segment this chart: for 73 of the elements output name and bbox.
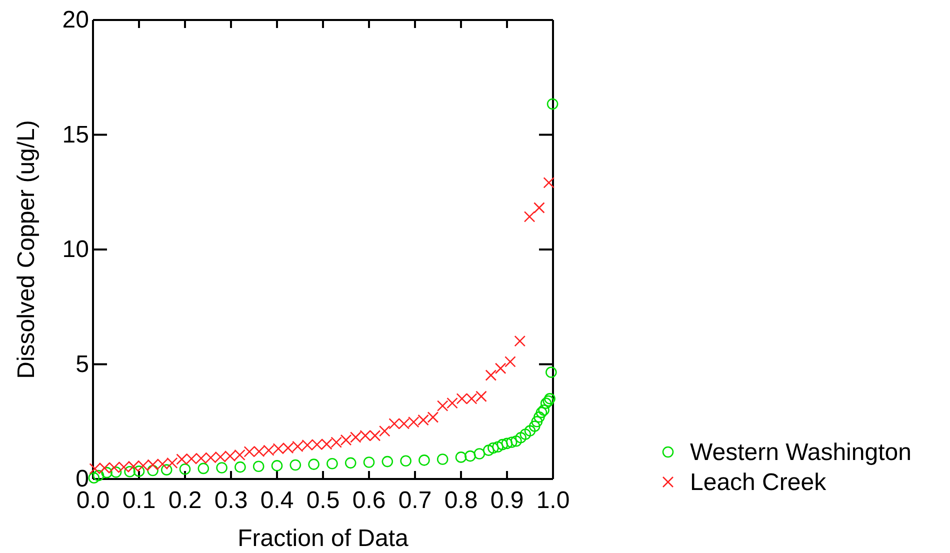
y-tick-label: 5 (76, 350, 89, 378)
point (544, 393, 556, 404)
point (160, 464, 172, 476)
point (546, 366, 557, 378)
point (418, 454, 430, 466)
y-tick-label: 15 (62, 121, 89, 148)
point (546, 98, 558, 110)
point (474, 448, 486, 460)
point (147, 464, 158, 476)
point (326, 458, 338, 470)
point (514, 335, 526, 347)
point (504, 356, 516, 368)
point (216, 462, 228, 474)
point (88, 472, 100, 484)
point (436, 454, 448, 465)
point (464, 450, 476, 462)
x-tick-label: 0.5 (306, 487, 340, 514)
point (378, 425, 390, 437)
point (515, 432, 526, 444)
x-tick-label: 0.3 (214, 487, 248, 514)
point (538, 404, 550, 416)
point (234, 461, 246, 473)
point (524, 211, 536, 222)
point (534, 411, 545, 423)
point (540, 398, 552, 409)
point (494, 362, 506, 374)
point (496, 438, 508, 450)
point (382, 456, 394, 468)
x-tick-label: 0.2 (168, 487, 202, 514)
legend-label: Leach Creek (690, 469, 828, 496)
point (101, 466, 112, 478)
x-tick-label: 0.7 (398, 487, 432, 514)
point (124, 466, 136, 478)
point (400, 455, 412, 467)
legend-label: Western Washington (690, 439, 912, 466)
point (198, 462, 210, 474)
x-tick-label: 0.6 (352, 487, 386, 514)
x-tick-label: 1.0 (536, 487, 570, 514)
point (520, 428, 532, 440)
point (110, 466, 122, 478)
point (501, 438, 513, 450)
point (510, 435, 522, 447)
y-tick-label: 10 (62, 236, 89, 264)
point (252, 460, 264, 472)
x-tick-label: 0.9 (490, 487, 524, 514)
x-axis-title: Fraction of Data (238, 525, 410, 552)
point (488, 442, 499, 454)
point (536, 406, 548, 418)
point (531, 416, 543, 428)
point (133, 466, 145, 477)
y-axis-title: Dissolved Copper (ug/L) (13, 120, 40, 379)
point (482, 444, 494, 456)
point (290, 459, 302, 471)
point (534, 202, 545, 214)
x-tick-label: 0.1 (122, 487, 156, 514)
point (363, 456, 375, 468)
x-tick-label: 0.8 (444, 487, 478, 514)
point (506, 436, 518, 448)
point (308, 458, 320, 470)
point (92, 470, 104, 482)
x-tick-label: 0.4 (260, 487, 294, 514)
point (543, 177, 555, 188)
point (271, 460, 283, 472)
y-tick-label: 20 (62, 6, 89, 34)
point (542, 395, 554, 407)
point (485, 370, 497, 381)
point (524, 425, 536, 436)
x-tick-label: 0.0 (76, 487, 110, 514)
point (344, 457, 356, 469)
point (492, 441, 504, 453)
point (528, 420, 540, 432)
point (179, 463, 191, 475)
point (455, 452, 467, 463)
